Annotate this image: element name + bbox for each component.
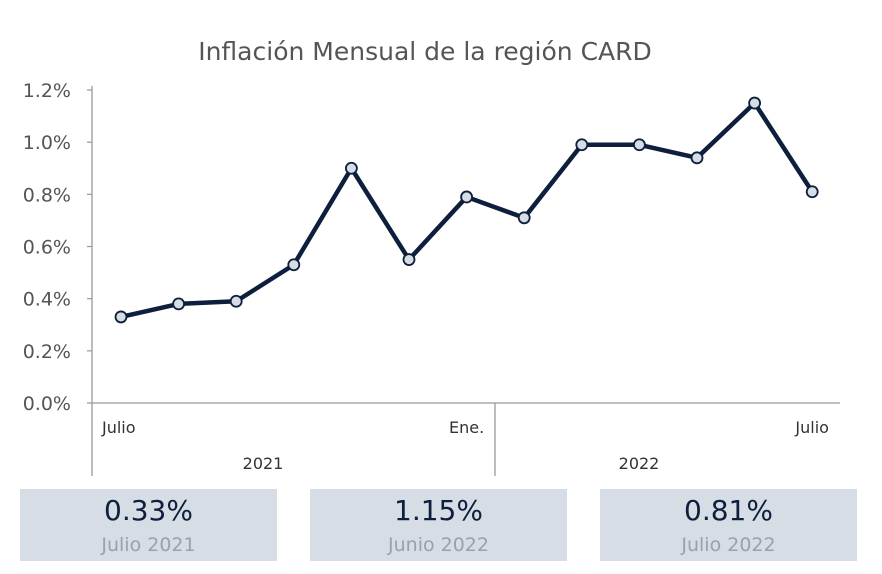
x-group-label: 2021 [243,454,284,473]
y-tick-label: 0.4% [23,289,71,311]
chart-title: Inflación Mensual de la región CARD [198,37,652,66]
data-point [575,138,589,152]
data-point [229,294,243,308]
y-tick-label: 0.6% [23,237,71,259]
x-tick-label: Julio [101,418,136,437]
x-group-label: 2022 [619,454,660,473]
y-tick-label: 0.2% [23,341,71,363]
y-tick-label: 0.0% [23,393,71,415]
data-point [805,185,819,199]
stat-card-1-label: Julio 2021 [101,534,196,556]
y-tick-label: 1.2% [23,80,71,102]
y-tick-label: 0.8% [23,184,71,206]
data-point [287,258,301,272]
data-point [748,96,761,110]
y-tick-label: 1.0% [23,132,71,154]
data-point [460,190,474,204]
stat-card-1: 0.33% Julio 2021 [20,489,277,561]
stat-card-3: 0.81% Julio 2022 [600,489,857,561]
data-point [633,138,646,152]
series-line [118,100,815,320]
chart: Inflación Mensual de la región CARD 0.0% 0… [23,37,840,476]
stat-card-3-label: Julio 2022 [681,534,776,556]
stat-card-3-value: 0.81% [684,494,773,527]
stat-card-2-label: Junio 2022 [388,534,489,556]
data-point [402,253,416,266]
stat-card-2-value: 1.15% [394,494,483,527]
x-tick-label: Ene. [449,418,484,437]
data-point [517,211,531,225]
stat-card-2: 1.15% Junio 2022 [310,489,567,561]
stat-card-1-value: 0.33% [104,494,193,527]
x-tick-label: Julio [794,418,829,437]
data-point [690,151,704,165]
data-point [344,161,358,175]
data-point [114,310,128,324]
data-point [172,297,186,311]
